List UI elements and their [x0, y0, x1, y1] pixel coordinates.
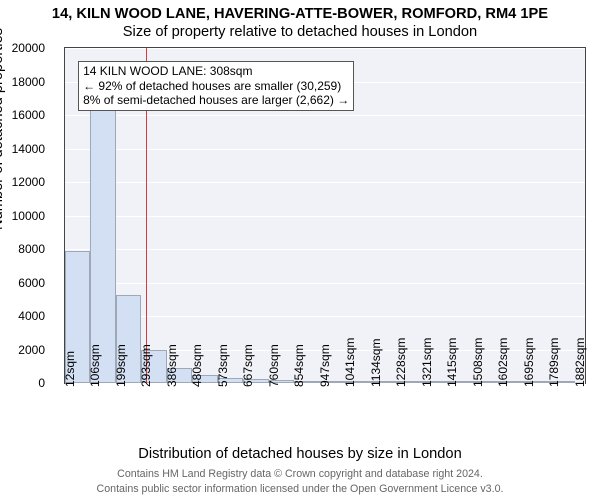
y-tick-label: 12000	[0, 175, 45, 189]
gridline	[65, 316, 585, 317]
y-tick-label: 16000	[0, 108, 45, 122]
x-tick-label: 480sqm	[190, 344, 204, 387]
y-axis-label: Number of detached properties	[0, 28, 6, 230]
y-tick-label: 8000	[0, 242, 45, 256]
x-tick-label: 947sqm	[318, 344, 332, 387]
gridline	[65, 216, 585, 217]
histogram-bar	[90, 105, 115, 383]
x-tick-label: 1602sqm	[496, 338, 510, 387]
x-tick-label: 760sqm	[267, 344, 281, 387]
x-tick-label: 199sqm	[114, 344, 128, 387]
x-tick-label: 667sqm	[241, 344, 255, 387]
x-tick-label: 106sqm	[88, 344, 102, 387]
x-tick-label: 1134sqm	[369, 339, 383, 387]
x-axis-label: Distribution of detached houses by size …	[0, 446, 600, 462]
x-tick-label: 293sqm	[139, 344, 153, 387]
annotation-box: 14 KILN WOOD LANE: 308sqm← 92% of detach…	[78, 61, 354, 110]
annotation-line: ← 92% of detached houses are smaller (30…	[83, 79, 349, 93]
credits-line1: Contains HM Land Registry data © Crown c…	[0, 468, 600, 481]
y-tick-label: 6000	[0, 276, 45, 290]
y-tick-label: 20000	[0, 41, 45, 55]
chart-credits: Contains HM Land Registry data © Crown c…	[0, 468, 600, 498]
gridline	[65, 249, 585, 250]
x-tick-label: 1228sqm	[394, 338, 408, 387]
x-tick-label: 1321sqm	[420, 338, 434, 387]
annotation-line: 14 KILN WOOD LANE: 308sqm	[83, 64, 349, 78]
annotation-line: 8% of semi-detached houses are larger (2…	[83, 93, 349, 107]
x-tick-label: 1041sqm	[343, 338, 357, 387]
x-tick-label: 573sqm	[216, 344, 230, 387]
y-tick-label: 18000	[0, 75, 45, 89]
chart-title: 14, KILN WOOD LANE, HAVERING-ATTE-BOWER,…	[0, 6, 600, 22]
gridline	[65, 283, 585, 284]
plot-area: 0200040006000800010000120001400016000180…	[65, 48, 585, 383]
x-tick-label: 1695sqm	[522, 338, 536, 387]
y-tick-label: 4000	[0, 309, 45, 323]
x-tick-label: 854sqm	[292, 344, 306, 387]
chart-subtitle: Size of property relative to detached ho…	[0, 24, 600, 40]
x-tick-label: 1415sqm	[445, 338, 459, 387]
x-tick-label: 1882sqm	[573, 338, 587, 387]
y-tick-label: 2000	[0, 343, 45, 357]
y-tick-label: 14000	[0, 142, 45, 156]
y-tick-label: 10000	[0, 209, 45, 223]
y-tick-label: 0	[0, 376, 45, 390]
gridline	[65, 48, 585, 49]
x-tick-label: 1789sqm	[547, 338, 561, 387]
chart-page: 14, KILN WOOD LANE, HAVERING-ATTE-BOWER,…	[0, 0, 600, 500]
gridline	[65, 149, 585, 150]
gridline	[65, 182, 585, 183]
x-tick-label: 1508sqm	[471, 338, 485, 387]
x-tick-label: 386sqm	[165, 344, 179, 387]
x-tick-label: 12sqm	[63, 351, 77, 387]
credits-line2: Contains public sector information licen…	[0, 483, 600, 496]
gridline	[65, 115, 585, 116]
